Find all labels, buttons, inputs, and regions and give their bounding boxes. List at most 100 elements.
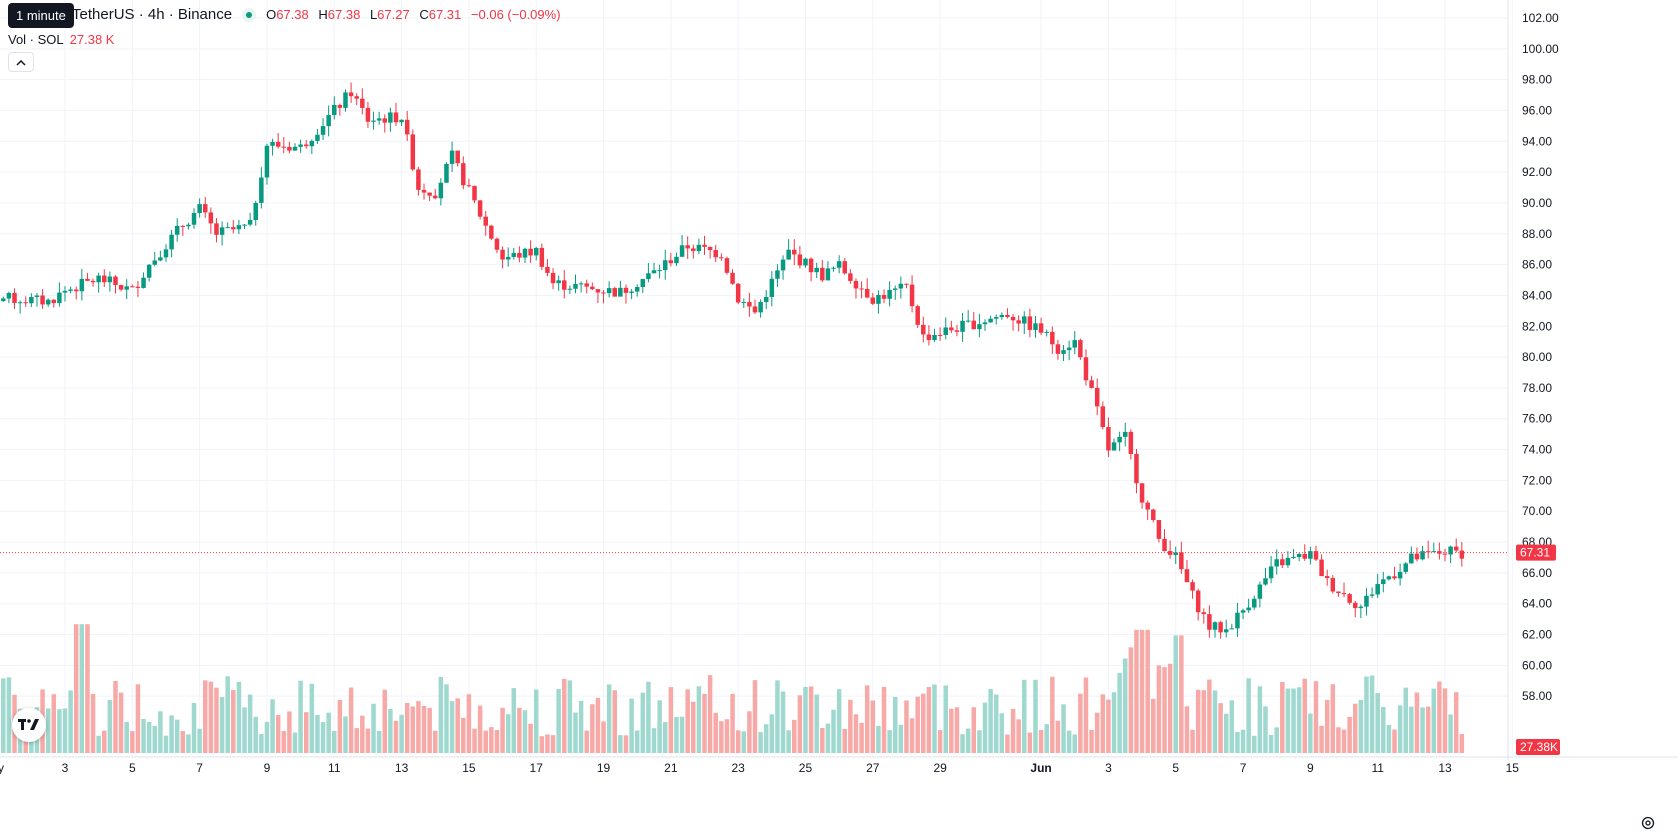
volume-bar bbox=[657, 700, 662, 753]
time-tick-label: 13 bbox=[1438, 761, 1452, 775]
volume-bar bbox=[932, 684, 937, 753]
candle-body bbox=[926, 334, 932, 341]
candle-body bbox=[1381, 579, 1386, 585]
candle-body bbox=[993, 317, 999, 319]
candle-body bbox=[556, 280, 561, 284]
volume-bar bbox=[696, 686, 702, 753]
volume-bar bbox=[449, 701, 455, 753]
candle-body bbox=[158, 257, 163, 261]
candle-body bbox=[999, 314, 1005, 318]
gear-icon[interactable] bbox=[1640, 815, 1658, 833]
candle-body bbox=[831, 267, 836, 269]
candle-body bbox=[949, 327, 954, 331]
candle-body bbox=[1240, 610, 1246, 613]
grid bbox=[0, 0, 1513, 757]
volume-bar bbox=[1448, 714, 1453, 753]
volume-bar bbox=[1212, 690, 1218, 753]
candle-body bbox=[797, 254, 803, 266]
candle-body bbox=[130, 286, 135, 288]
candle-body bbox=[102, 275, 107, 283]
volume-bar bbox=[1162, 667, 1167, 753]
volume-bar bbox=[1111, 692, 1117, 753]
candle-body bbox=[1061, 350, 1066, 354]
candle-body bbox=[1050, 331, 1055, 345]
price-tick-label: 60.00 bbox=[1522, 658, 1552, 672]
volume-bar bbox=[1022, 679, 1027, 753]
candle-body bbox=[388, 112, 393, 123]
candle-body bbox=[421, 189, 427, 193]
candle-body bbox=[511, 252, 517, 257]
price-tick-label: 72.00 bbox=[1522, 473, 1552, 487]
candle-body bbox=[713, 250, 718, 258]
candle-body bbox=[848, 273, 853, 281]
volume-bar bbox=[1347, 716, 1352, 753]
volume-bar bbox=[1324, 699, 1330, 753]
collapse-button[interactable] bbox=[8, 52, 34, 72]
candle-body bbox=[427, 192, 432, 196]
candle-body bbox=[309, 140, 315, 147]
volume-bar bbox=[158, 711, 163, 753]
candle-body bbox=[584, 283, 589, 287]
candle-body bbox=[186, 224, 191, 227]
candle-body bbox=[382, 118, 388, 123]
candle-body bbox=[1089, 380, 1094, 388]
candle-body bbox=[915, 306, 920, 325]
volume-bar bbox=[354, 728, 359, 753]
candle-body bbox=[1263, 578, 1268, 585]
price-tick-label: 74.00 bbox=[1522, 443, 1552, 457]
volume-bar bbox=[808, 686, 814, 753]
candle-body bbox=[259, 177, 264, 203]
volume-bar bbox=[651, 728, 657, 753]
volume-bar bbox=[1083, 677, 1089, 753]
candle-body bbox=[668, 260, 674, 264]
candle-body bbox=[1162, 538, 1167, 552]
volume-bar bbox=[769, 714, 775, 753]
volume-bar bbox=[528, 723, 533, 753]
candle-body bbox=[96, 275, 101, 283]
symbol-title[interactable]: TetherUS · 4h · Binance bbox=[72, 6, 233, 23]
volume-bar bbox=[848, 699, 853, 753]
volume-bar bbox=[236, 681, 242, 753]
volume-tag-value: 27.38K bbox=[1520, 740, 1558, 754]
candle-body bbox=[17, 302, 23, 304]
price-tick-label: 70.00 bbox=[1522, 504, 1552, 518]
candle-body bbox=[1392, 576, 1397, 579]
candle-body bbox=[702, 244, 707, 247]
candle-body bbox=[1038, 323, 1044, 333]
candle-body bbox=[236, 225, 242, 230]
candle-body bbox=[1459, 550, 1465, 559]
candle-body bbox=[90, 280, 96, 283]
market-status-icon[interactable] bbox=[242, 7, 257, 22]
volume-bar bbox=[747, 711, 752, 753]
volume-bar bbox=[90, 693, 96, 753]
volume-bar bbox=[1050, 676, 1055, 753]
candle-body bbox=[881, 294, 887, 299]
candles bbox=[1, 82, 1465, 639]
candle-body bbox=[360, 98, 365, 108]
volume-bar bbox=[522, 710, 528, 753]
volume-bar bbox=[85, 624, 90, 753]
volume-bar bbox=[1425, 706, 1431, 753]
price-tick-label: 66.00 bbox=[1522, 566, 1552, 580]
candle-body bbox=[601, 292, 606, 294]
candle-body bbox=[982, 322, 988, 325]
tradingview-logo[interactable] bbox=[12, 708, 46, 742]
volume-bar bbox=[1072, 734, 1078, 753]
candle-body bbox=[1437, 551, 1442, 554]
open-value: 67.38 bbox=[276, 7, 309, 22]
volume-bar bbox=[1381, 706, 1386, 753]
volume-bar bbox=[1229, 700, 1235, 753]
time-tick-label: 9 bbox=[1307, 761, 1314, 775]
candle-body bbox=[1106, 427, 1111, 451]
volume-bar bbox=[864, 685, 870, 753]
volume-bar bbox=[214, 687, 219, 753]
volume-bar bbox=[533, 689, 539, 753]
price-tick-label: 92.00 bbox=[1522, 165, 1552, 179]
volume-bar bbox=[1268, 734, 1274, 753]
volume-bar bbox=[887, 730, 892, 753]
candle-body bbox=[432, 195, 438, 199]
volume-bar bbox=[915, 696, 920, 753]
volume-bar bbox=[539, 736, 545, 753]
volume-bar bbox=[601, 721, 606, 753]
